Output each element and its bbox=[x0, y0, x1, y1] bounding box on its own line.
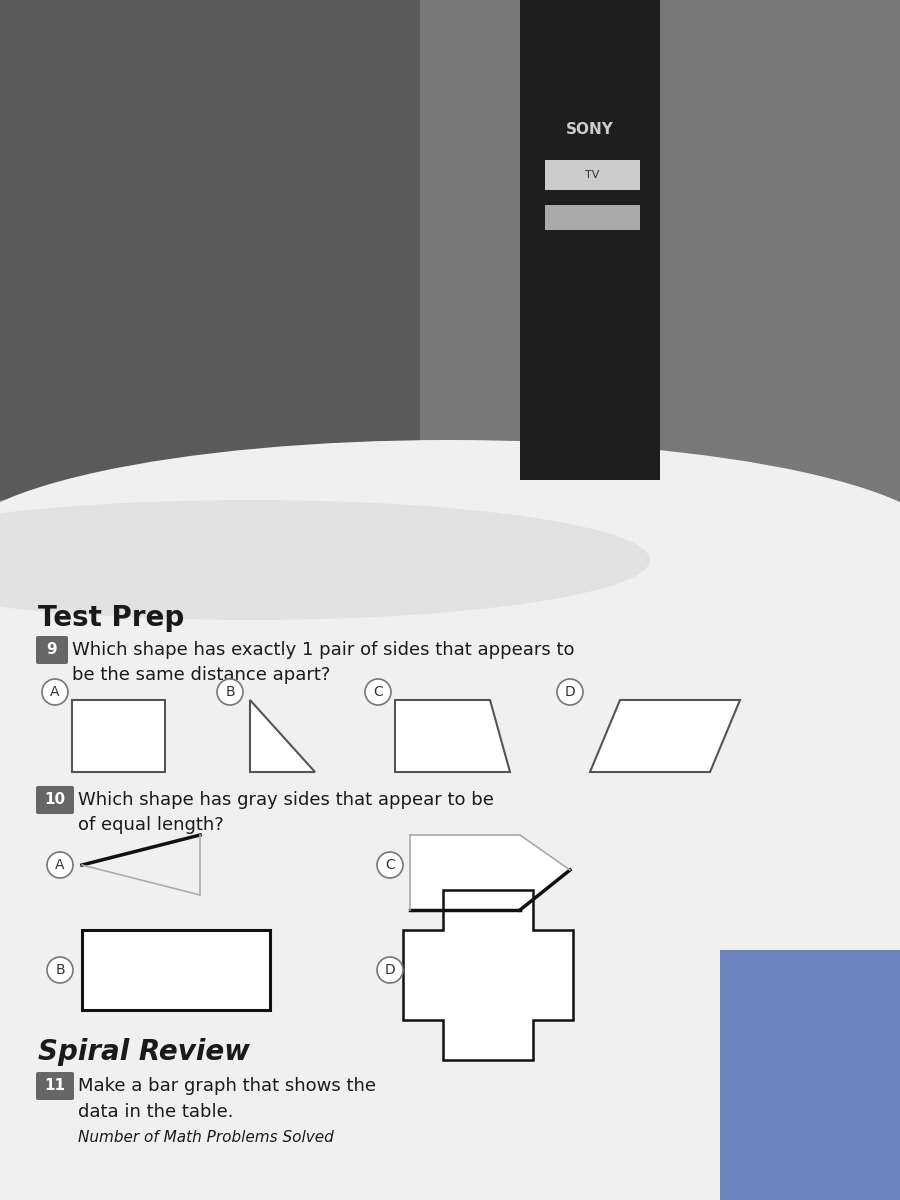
Polygon shape bbox=[520, 0, 660, 480]
Polygon shape bbox=[590, 700, 740, 772]
Ellipse shape bbox=[0, 500, 650, 620]
Polygon shape bbox=[82, 930, 270, 1010]
Circle shape bbox=[217, 679, 243, 704]
Text: 11: 11 bbox=[44, 1079, 66, 1093]
Polygon shape bbox=[250, 700, 315, 772]
Polygon shape bbox=[545, 160, 640, 190]
Text: D: D bbox=[564, 685, 575, 698]
Text: A: A bbox=[55, 858, 65, 872]
Text: of equal length?: of equal length? bbox=[78, 816, 224, 834]
Text: 9: 9 bbox=[47, 642, 58, 658]
Circle shape bbox=[377, 852, 403, 878]
Circle shape bbox=[47, 852, 73, 878]
Circle shape bbox=[365, 679, 391, 704]
Text: Number of Math Problems Solved: Number of Math Problems Solved bbox=[78, 1130, 334, 1146]
Text: A: A bbox=[50, 685, 59, 698]
Text: be the same distance apart?: be the same distance apart? bbox=[72, 666, 330, 684]
FancyBboxPatch shape bbox=[36, 1072, 74, 1100]
Text: TV: TV bbox=[585, 170, 599, 180]
FancyBboxPatch shape bbox=[36, 636, 68, 664]
Text: Test Prep: Test Prep bbox=[38, 604, 184, 632]
Text: Which shape has exactly 1 pair of sides that appears to: Which shape has exactly 1 pair of sides … bbox=[72, 641, 574, 659]
Circle shape bbox=[377, 958, 403, 983]
Text: Spiral Review: Spiral Review bbox=[38, 1038, 250, 1066]
Text: data in the table.: data in the table. bbox=[78, 1103, 233, 1121]
Polygon shape bbox=[545, 205, 640, 230]
Polygon shape bbox=[72, 700, 165, 772]
Polygon shape bbox=[403, 890, 573, 1060]
Text: B: B bbox=[225, 685, 235, 698]
Text: B: B bbox=[55, 962, 65, 977]
Polygon shape bbox=[720, 950, 900, 1200]
Text: Which shape has gray sides that appear to be: Which shape has gray sides that appear t… bbox=[78, 791, 494, 809]
Circle shape bbox=[42, 679, 68, 704]
Polygon shape bbox=[410, 835, 570, 910]
Text: C: C bbox=[385, 858, 395, 872]
Text: C: C bbox=[374, 685, 382, 698]
Polygon shape bbox=[0, 0, 420, 500]
Text: 10: 10 bbox=[44, 792, 66, 808]
Polygon shape bbox=[0, 550, 900, 1200]
FancyBboxPatch shape bbox=[36, 786, 74, 814]
Circle shape bbox=[557, 679, 583, 704]
Text: D: D bbox=[384, 962, 395, 977]
Polygon shape bbox=[0, 0, 900, 600]
Text: Make a bar graph that shows the: Make a bar graph that shows the bbox=[78, 1078, 376, 1094]
Circle shape bbox=[47, 958, 73, 983]
Text: SONY: SONY bbox=[566, 122, 614, 138]
Ellipse shape bbox=[0, 440, 900, 660]
Polygon shape bbox=[395, 700, 510, 772]
